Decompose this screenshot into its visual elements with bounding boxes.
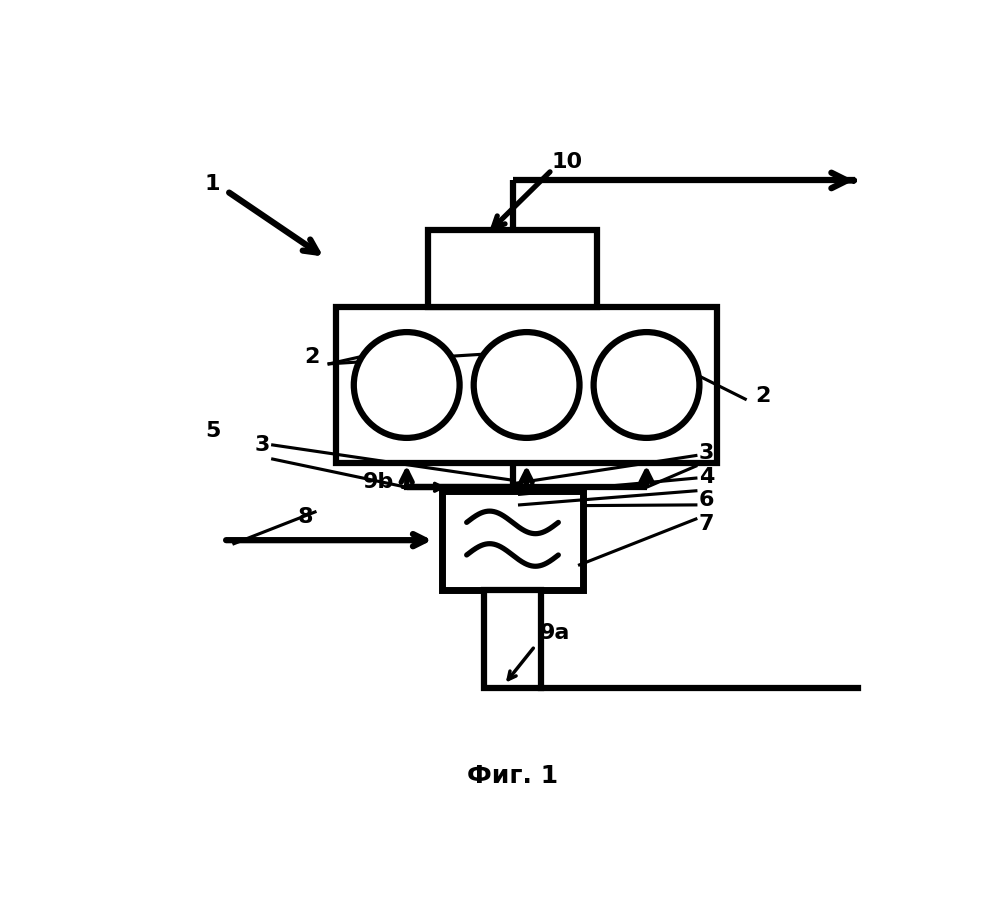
Text: 9a: 9a xyxy=(540,623,570,643)
Text: 1: 1 xyxy=(205,174,220,194)
Bar xyxy=(442,491,583,590)
Text: 4: 4 xyxy=(699,466,714,486)
Text: 10: 10 xyxy=(552,152,583,172)
Bar xyxy=(428,230,597,308)
Text: 3: 3 xyxy=(699,443,714,463)
Text: 2: 2 xyxy=(304,347,319,366)
Circle shape xyxy=(474,333,580,438)
Bar xyxy=(336,308,717,463)
Circle shape xyxy=(354,333,460,438)
Text: 8: 8 xyxy=(298,507,314,527)
Text: 6: 6 xyxy=(699,490,714,510)
Text: 5: 5 xyxy=(205,420,220,441)
Text: 9b: 9b xyxy=(363,473,394,492)
Circle shape xyxy=(594,333,699,438)
Text: Фиг. 1: Фиг. 1 xyxy=(467,765,558,789)
Bar xyxy=(484,590,541,688)
Text: 7: 7 xyxy=(699,514,714,534)
Text: 2: 2 xyxy=(755,386,771,406)
Text: 3: 3 xyxy=(254,435,270,455)
